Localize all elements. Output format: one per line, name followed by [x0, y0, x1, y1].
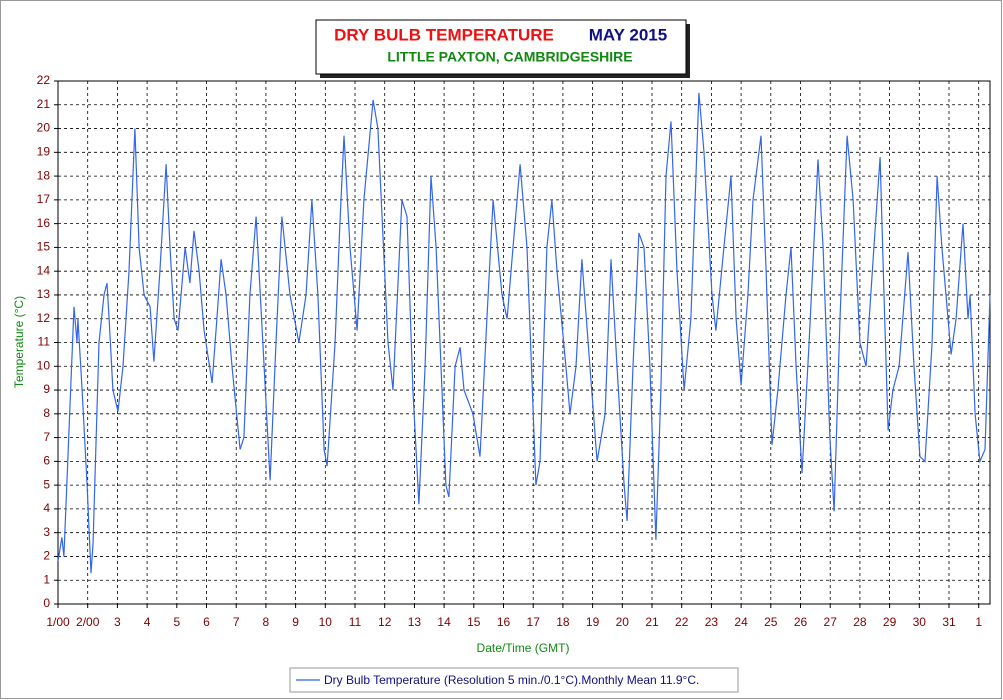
y-tick-label: 14 [37, 263, 51, 277]
x-tick-label: 26 [794, 615, 808, 629]
x-tick-label: 9 [292, 615, 299, 629]
y-tick-label: 2 [43, 549, 50, 563]
x-tick-label: 20 [616, 615, 630, 629]
y-tick-label: 12 [37, 311, 51, 325]
y-tick-label: 8 [43, 406, 50, 420]
y-tick-label: 17 [37, 192, 51, 206]
x-tick-label: 25 [764, 615, 778, 629]
x-tick-label: 15 [467, 615, 481, 629]
x-tick-label: 1/00 [46, 615, 70, 629]
x-tick-label: 18 [556, 615, 570, 629]
x-tick-label: 23 [705, 615, 719, 629]
y-tick-label: 1 [43, 572, 50, 586]
x-tick-label: 10 [319, 615, 333, 629]
y-tick-label: 0 [43, 596, 50, 610]
x-tick-label: 7 [233, 615, 240, 629]
x-tick-label: 17 [527, 615, 541, 629]
y-tick-label: 22 [37, 73, 51, 87]
y-tick-label: 18 [37, 168, 51, 182]
x-tick-label: 14 [437, 615, 451, 629]
x-tick-label: 24 [734, 615, 748, 629]
y-tick-label: 21 [37, 97, 51, 111]
x-tick-label: 11 [349, 615, 362, 629]
y-tick-label: 5 [43, 477, 50, 491]
y-tick-label: 11 [38, 335, 51, 349]
data-line [57, 92, 991, 574]
y-tick-label: 13 [37, 287, 51, 301]
x-tick-label: 31 [942, 615, 956, 629]
x-tick-label: 16 [497, 615, 511, 629]
x-tick-label: 21 [645, 615, 659, 629]
chart-subtitle: LITTLE PAXTON, CAMBRIDGESHIRE [387, 49, 632, 65]
y-tick-label: 16 [37, 216, 51, 230]
y-tick-label: 10 [37, 358, 51, 372]
y-tick-label: 15 [37, 240, 51, 254]
x-tick-label: 29 [883, 615, 897, 629]
chart-title-period: MAY 2015 [589, 25, 667, 44]
x-tick-label: 6 [203, 615, 210, 629]
legend-label: Dry Bulb Temperature (Resolution 5 min./… [324, 673, 699, 687]
x-tick-label: 30 [913, 615, 927, 629]
plot-border [57, 80, 991, 605]
legend [289, 667, 739, 693]
x-tick-label: 19 [586, 615, 600, 629]
y-tick-label: 3 [43, 525, 50, 539]
y-tick-label: 20 [37, 121, 51, 135]
x-tick-label: 5 [173, 615, 180, 629]
y-tick-label: 7 [43, 430, 50, 444]
x-tick-label: 13 [408, 615, 422, 629]
x-tick-label: 3 [114, 615, 121, 629]
y-tick-label: 9 [43, 382, 50, 396]
title-box [315, 19, 687, 75]
x-tick-label: 12 [378, 615, 392, 629]
x-tick-label: 22 [675, 615, 689, 629]
x-axis-label: Date/Time (GMT) [477, 641, 570, 655]
chart-title: DRY BULB TEMPERATURE [334, 25, 554, 44]
x-tick-label: 2/00 [76, 615, 100, 629]
x-tick-label: 28 [853, 615, 867, 629]
x-tick-label: 4 [144, 615, 151, 629]
x-tick-label: 27 [824, 615, 838, 629]
x-tick-label: 1 [975, 615, 982, 629]
y-tick-label: 6 [43, 454, 50, 468]
y-tick-label: 4 [43, 501, 50, 515]
y-axis-label: Temperature (°C) [12, 296, 26, 388]
y-tick-label: 19 [37, 144, 51, 158]
x-tick-label: 8 [263, 615, 270, 629]
